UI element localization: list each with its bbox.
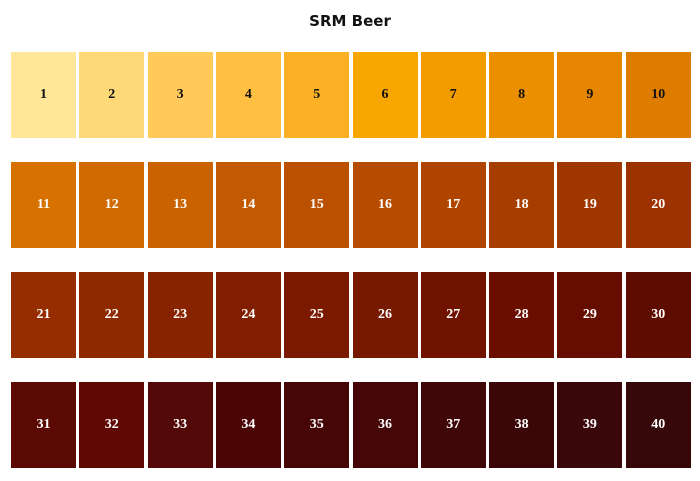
swatch: 7 bbox=[420, 52, 486, 138]
swatch: 3 bbox=[147, 52, 213, 138]
swatch: 20 bbox=[625, 162, 691, 248]
swatch: 22 bbox=[79, 272, 145, 358]
swatch: 5 bbox=[284, 52, 350, 138]
swatch: 38 bbox=[489, 382, 555, 468]
swatch: 10 bbox=[625, 52, 691, 138]
swatch: 25 bbox=[284, 272, 350, 358]
swatch: 6 bbox=[352, 52, 418, 138]
swatch: 37 bbox=[420, 382, 486, 468]
swatch: 14 bbox=[215, 162, 281, 248]
swatch: 12 bbox=[79, 162, 145, 248]
swatch: 24 bbox=[215, 272, 281, 358]
swatch: 1 bbox=[11, 52, 76, 138]
swatch: 23 bbox=[147, 272, 213, 358]
swatch: 28 bbox=[489, 272, 555, 358]
swatch: 16 bbox=[352, 162, 418, 248]
swatch: 17 bbox=[420, 162, 486, 248]
swatch: 30 bbox=[625, 272, 691, 358]
swatch: 4 bbox=[215, 52, 281, 138]
swatch: 39 bbox=[557, 382, 623, 468]
swatch: 19 bbox=[557, 162, 623, 248]
swatch: 34 bbox=[215, 382, 281, 468]
swatch: 27 bbox=[420, 272, 486, 358]
swatch: 33 bbox=[147, 382, 213, 468]
title: SRM Beer bbox=[309, 12, 391, 30]
swatch: 36 bbox=[352, 382, 418, 468]
swatch-grid: 1 2 3 4 5 6 7 8 9 10 11 12 13 14 15 16 17 18 19 20 21 22 23 24 2… bbox=[11, 52, 693, 470]
swatch: 9 bbox=[557, 52, 623, 138]
swatch: 18 bbox=[489, 162, 555, 248]
swatch: 29 bbox=[557, 272, 623, 358]
swatch: 35 bbox=[284, 382, 350, 468]
swatch: 8 bbox=[489, 52, 555, 138]
swatch: 11 bbox=[11, 162, 76, 248]
swatch: 40 bbox=[625, 382, 691, 468]
swatch: 2 bbox=[79, 52, 145, 138]
swatch: 15 bbox=[284, 162, 350, 248]
swatch: 32 bbox=[79, 382, 145, 468]
swatch: 21 bbox=[11, 272, 76, 358]
swatch: 31 bbox=[11, 382, 76, 468]
swatch: 13 bbox=[147, 162, 213, 248]
swatch: 26 bbox=[352, 272, 418, 358]
